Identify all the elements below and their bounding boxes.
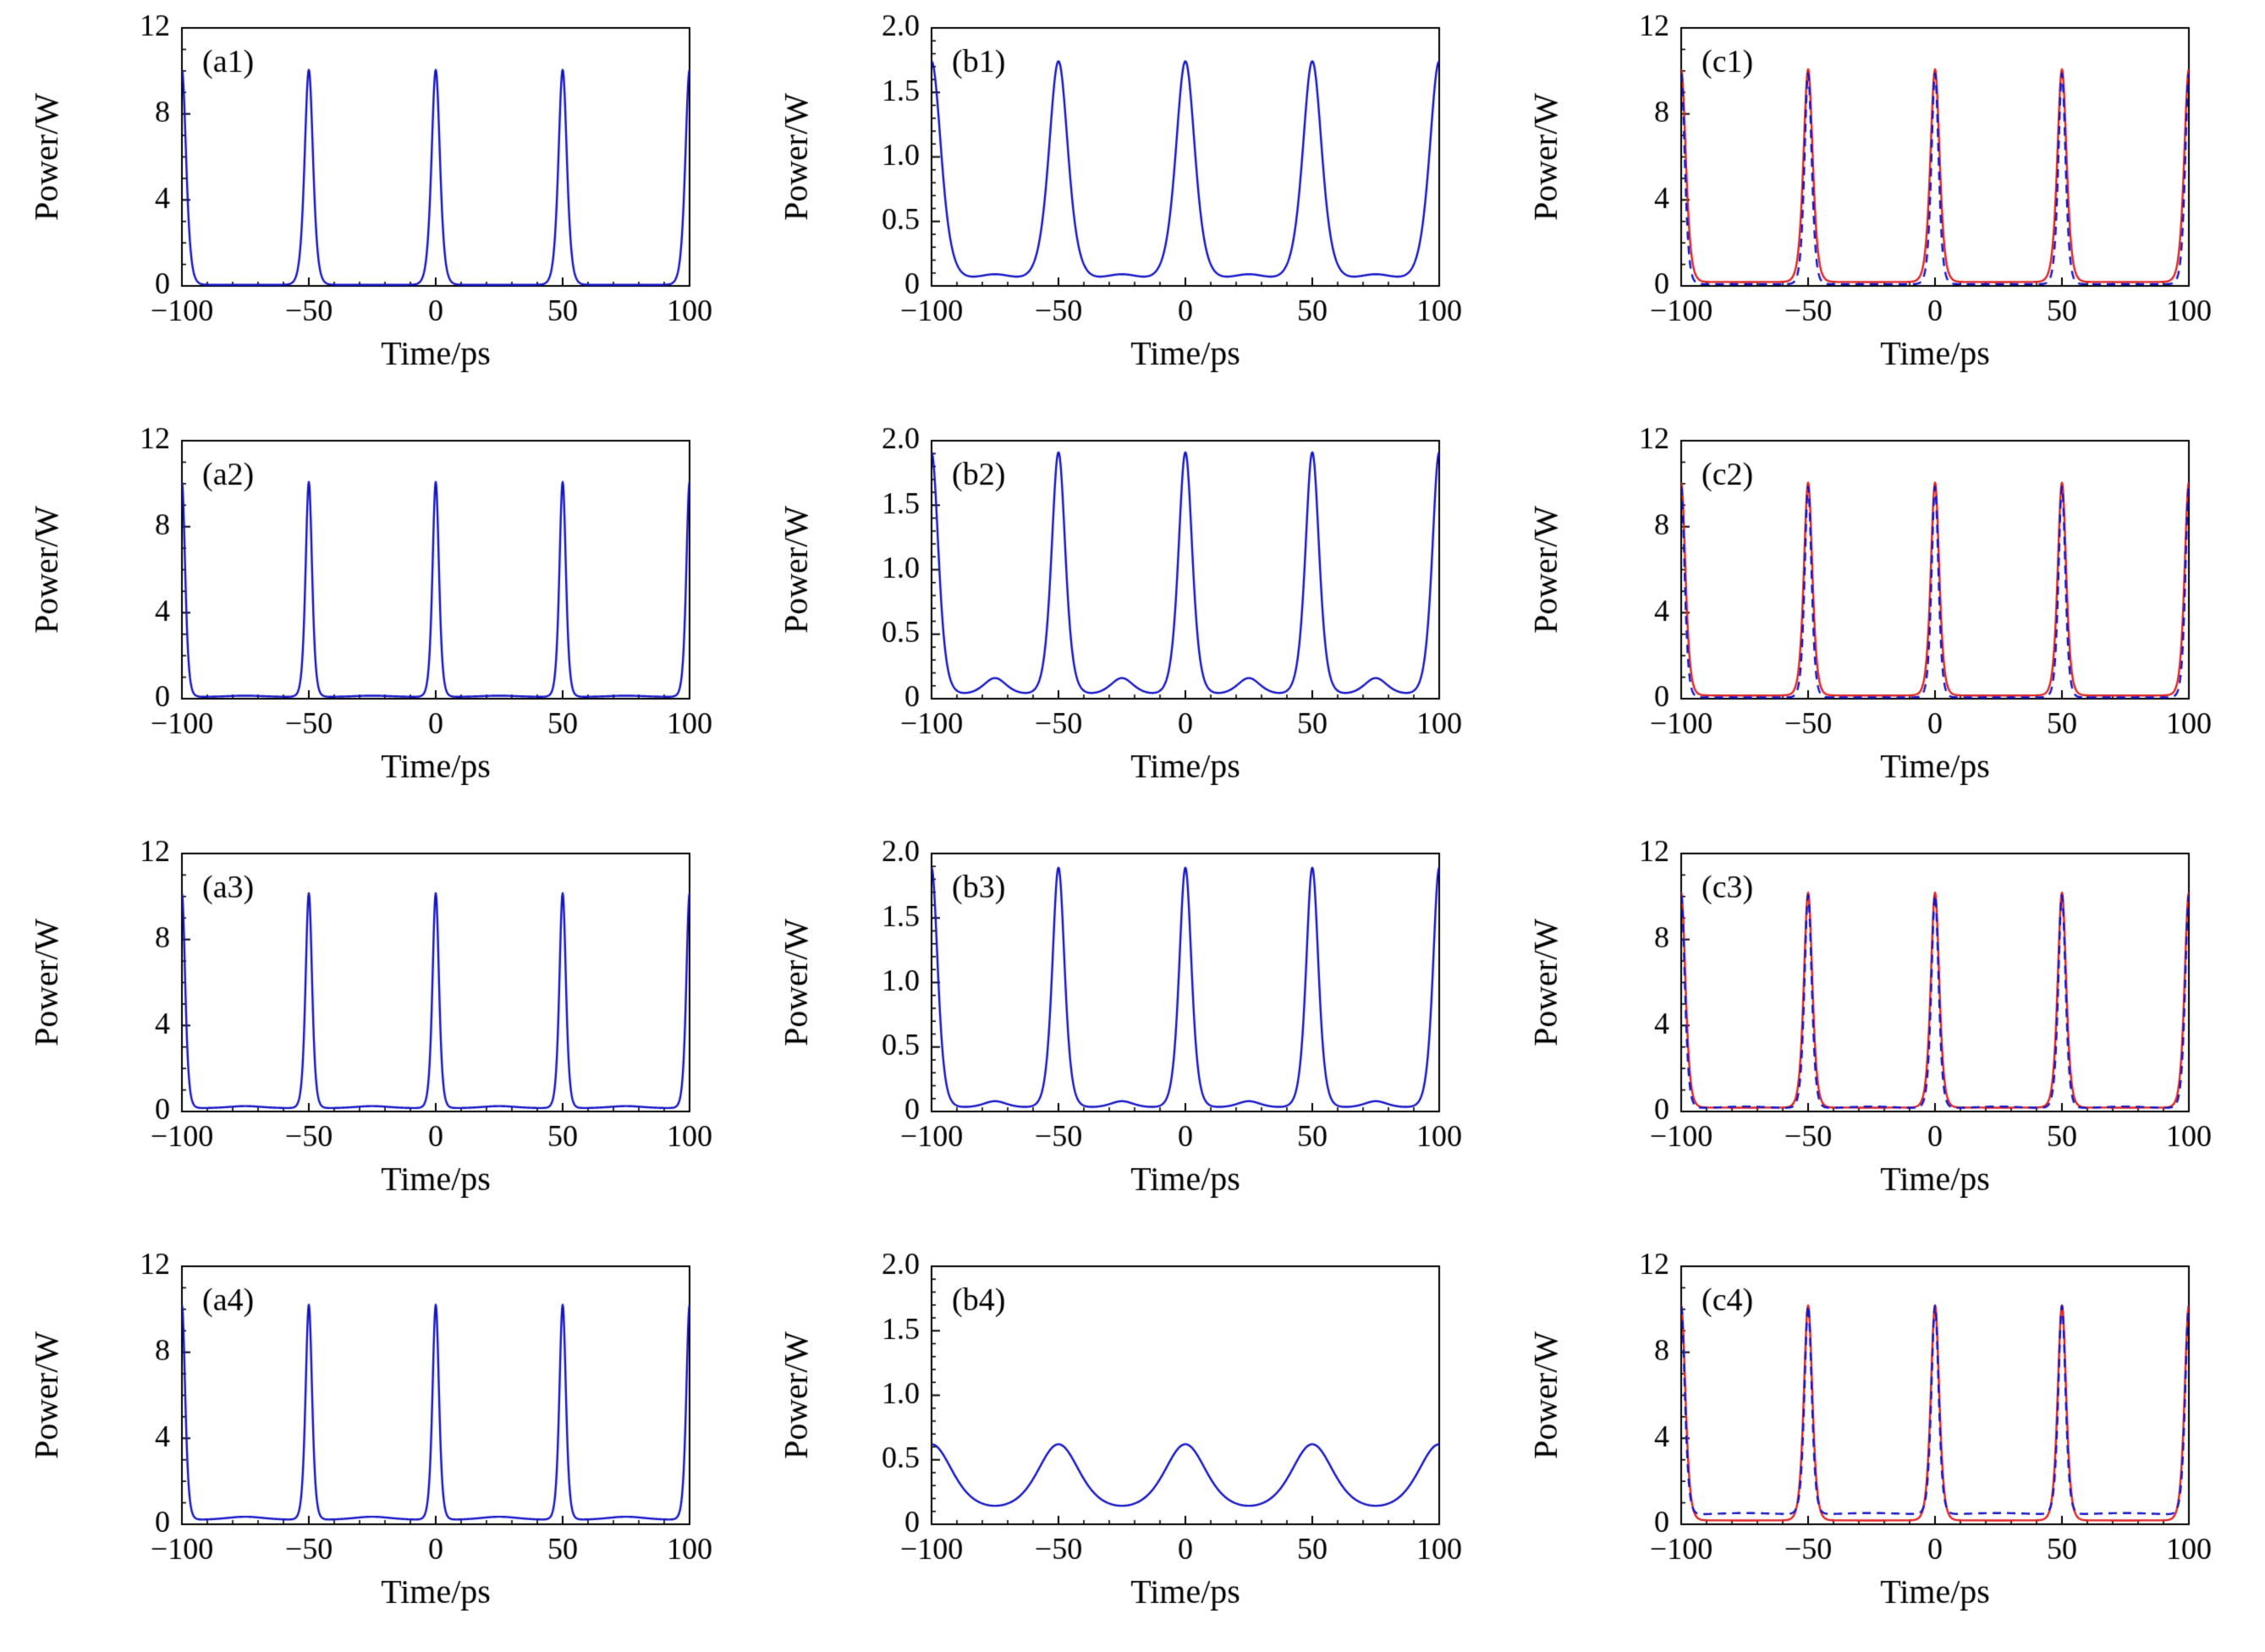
chart-panel-a4 — [4, 1245, 749, 1651]
plot-canvas-b3 — [754, 832, 1498, 1238]
plot-canvas-c2 — [1504, 420, 2248, 826]
chart-panel-a2 — [4, 420, 749, 826]
chart-panel-a1 — [4, 7, 749, 413]
chart-panel-b4 — [754, 1245, 1498, 1651]
plot-canvas-c3 — [1504, 832, 2248, 1238]
chart-panel-a3 — [4, 832, 749, 1238]
plot-canvas-b4 — [754, 1245, 1498, 1651]
chart-panel-c1 — [1504, 7, 2248, 413]
plot-canvas-a2 — [4, 420, 749, 826]
chart-panel-c3 — [1504, 832, 2248, 1238]
plot-canvas-c4 — [1504, 1245, 2248, 1651]
chart-panel-b2 — [754, 420, 1498, 826]
chart-panel-c4 — [1504, 1245, 2248, 1651]
chart-panel-b3 — [754, 832, 1498, 1238]
plot-canvas-a4 — [4, 1245, 749, 1651]
chart-panel-b1 — [754, 7, 1498, 413]
plot-canvas-b1 — [754, 7, 1498, 413]
plot-canvas-a3 — [4, 832, 749, 1238]
plot-canvas-b2 — [754, 420, 1498, 826]
plot-canvas-a1 — [4, 7, 749, 413]
plot-canvas-c1 — [1504, 7, 2248, 413]
chart-panel-c2 — [1504, 420, 2248, 826]
